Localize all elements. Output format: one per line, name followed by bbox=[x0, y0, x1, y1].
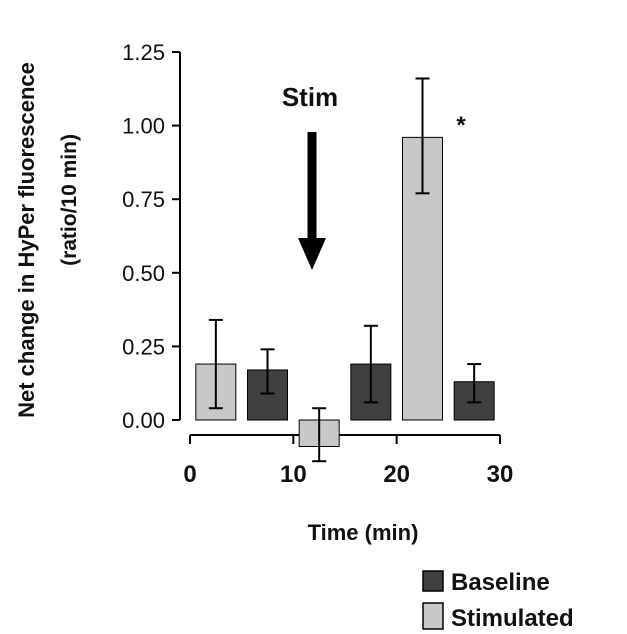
stim-annotation-label: Stim bbox=[282, 82, 338, 112]
y-tick-label: 0.00 bbox=[122, 408, 165, 433]
y-axis-title-line2: (ratio/10 min) bbox=[58, 134, 81, 266]
legend-swatch-stimulated bbox=[422, 602, 444, 630]
legend: Baseline Stimulated bbox=[422, 569, 574, 632]
legend-swatch-baseline bbox=[422, 570, 444, 592]
y-tick-label: 1.25 bbox=[122, 40, 165, 65]
y-tick-label: 0.25 bbox=[122, 334, 165, 359]
legend-label-baseline: Baseline bbox=[451, 569, 550, 596]
y-axis-title-line1: Net change in HyPer fluorescence bbox=[14, 62, 39, 418]
plot-area: 0.00 0.25 0.50 0.75 1.00 1.25 0 10 20 30 bbox=[122, 40, 513, 488]
y-tick-label: 0.50 bbox=[122, 261, 165, 286]
x-tick-label: 30 bbox=[487, 461, 514, 488]
x-axis-title: Time (min) bbox=[308, 520, 419, 545]
significance-asterisk: * bbox=[456, 112, 466, 139]
stim-arrow bbox=[298, 132, 326, 270]
legend-label-stimulated: Stimulated bbox=[451, 605, 574, 632]
x-tick-label: 0 bbox=[183, 461, 196, 488]
y-tick-label: 0.75 bbox=[122, 187, 165, 212]
x-tick-label: 20 bbox=[383, 461, 410, 488]
y-tick-label: 1.00 bbox=[122, 114, 165, 139]
x-tick-label: 10 bbox=[280, 461, 307, 488]
